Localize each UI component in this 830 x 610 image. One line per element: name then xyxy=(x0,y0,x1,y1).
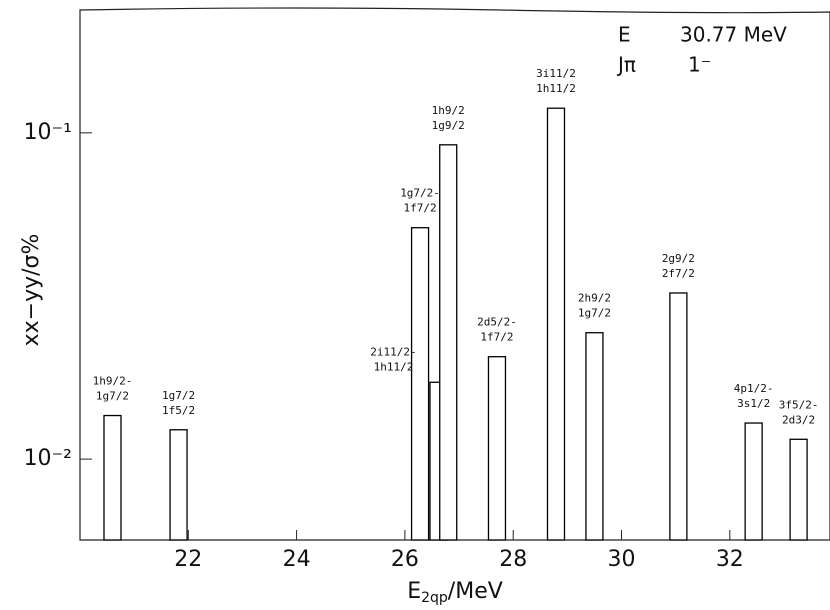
annotation: 1⁻ xyxy=(688,53,711,77)
x-tick-label: 22 xyxy=(174,547,202,572)
bar-label: 1g9/2 xyxy=(432,119,465,132)
x-tick-label: 32 xyxy=(716,547,744,572)
bar-label: 1h9/2- xyxy=(93,375,133,388)
y-axis-label: xx−yy/σ% xyxy=(19,234,44,347)
bar-label: 3s1/2 xyxy=(737,397,770,410)
y-tick-label: 10⁻² xyxy=(24,446,72,471)
x-tick-label: 24 xyxy=(283,547,311,572)
bar-label: 3i11/2 xyxy=(536,67,576,80)
x-label-sub: 2qp xyxy=(421,590,448,606)
x-label-rest: /MeV xyxy=(448,579,503,604)
bar xyxy=(169,429,188,541)
bar-label: 2g9/2 xyxy=(662,252,695,265)
bar-label: 1f5/2 xyxy=(162,404,195,417)
bar-label: 1g7/2 xyxy=(578,307,611,320)
bar-label: 2d5/2- xyxy=(477,316,517,329)
bar-label: 1h11/2 xyxy=(536,82,576,95)
x-tick-label: 30 xyxy=(608,547,636,572)
bar-label: 1g7/2 xyxy=(96,390,129,403)
bar xyxy=(487,356,507,541)
bar-label: 1h9/2 xyxy=(432,104,465,117)
bar-label: 2h9/2 xyxy=(578,292,611,305)
x-axis-label: E2qp/MeV xyxy=(407,579,503,606)
bar-label: 2d3/2 xyxy=(782,413,815,426)
annotation: 30.77 MeV xyxy=(680,23,787,47)
y-tick-label: 10⁻¹ xyxy=(24,120,72,145)
x-tick-label: 28 xyxy=(499,547,527,572)
bar-label: 1h11/2 xyxy=(374,360,414,373)
bar-label: 2f7/2 xyxy=(662,267,695,280)
plot-frame xyxy=(79,7,830,541)
bar-label: 2i11/2- xyxy=(370,345,416,358)
bar xyxy=(585,332,604,541)
bar-label: 4p1/2- xyxy=(734,382,774,395)
bar-label: 1g7/2- xyxy=(400,187,440,200)
bar xyxy=(103,414,122,541)
bar xyxy=(744,422,763,541)
bar xyxy=(410,227,430,541)
bar xyxy=(439,144,458,541)
bar xyxy=(669,292,688,541)
x-tick-label: 26 xyxy=(391,547,419,572)
bar-label: 1f7/2 xyxy=(480,331,513,344)
bar xyxy=(546,107,566,541)
x-label-main: E xyxy=(407,579,421,604)
bar xyxy=(789,438,808,541)
bar-label: 3f5/2- xyxy=(779,398,819,411)
bar-label: 1g7/2 xyxy=(162,389,195,402)
annotation: Jπ xyxy=(616,53,636,77)
bar-label: 1f7/2 xyxy=(404,202,437,215)
annotation: E xyxy=(618,23,631,47)
